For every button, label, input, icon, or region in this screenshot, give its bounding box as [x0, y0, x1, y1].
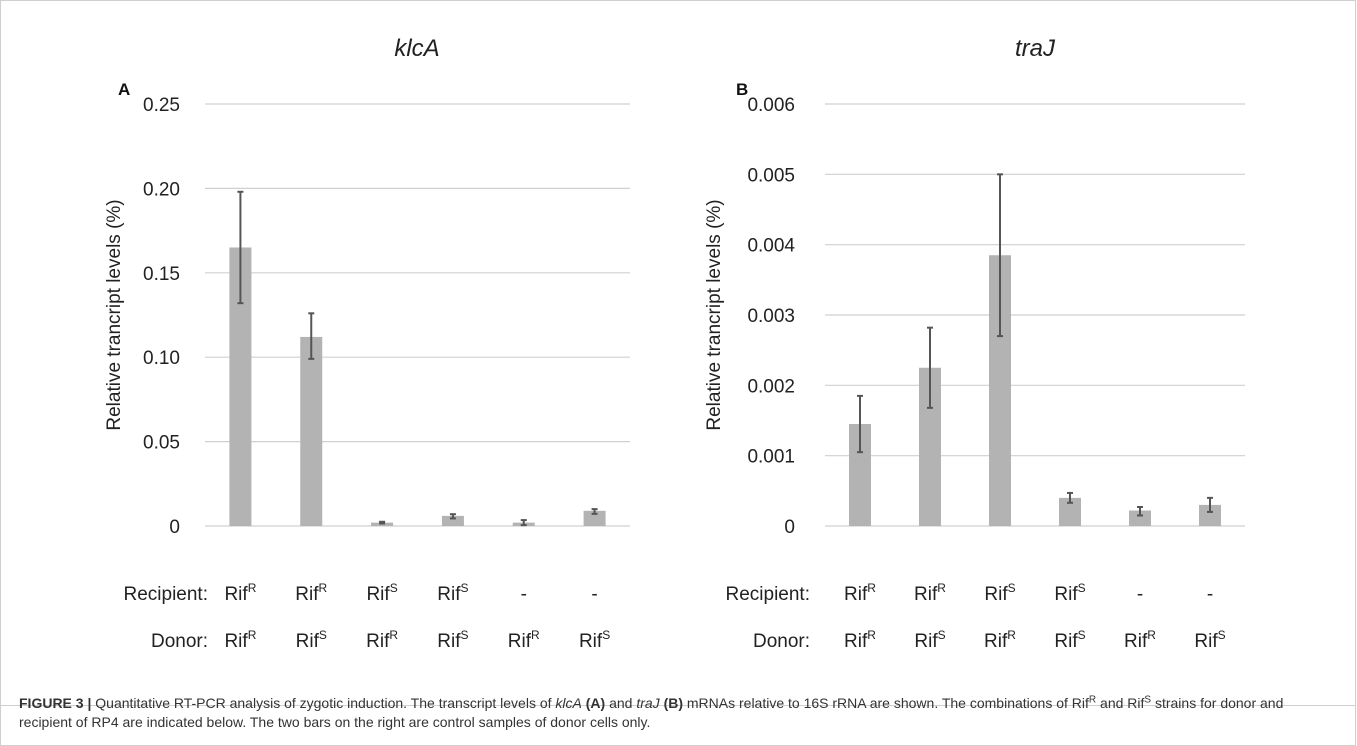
bar	[229, 247, 252, 527]
donor-label: RifR	[224, 628, 256, 652]
caption-text-4: and Rif	[1096, 695, 1145, 711]
caption-tag-b: (B)	[663, 695, 683, 711]
recipient-label: RifR	[224, 581, 256, 605]
recipient-label: -	[1137, 584, 1143, 605]
chart-title: klcA	[394, 35, 439, 62]
bar	[849, 424, 871, 526]
donor-label: RifR	[844, 628, 876, 652]
y-tick-label: 0.001	[747, 447, 795, 468]
recipient-label: RifS	[1054, 581, 1085, 605]
donor-label: RifS	[1054, 628, 1085, 652]
panel-label: A	[118, 80, 130, 99]
recipient-label: RifS	[437, 581, 468, 605]
bar	[989, 255, 1011, 526]
y-tick-label: 0.004	[747, 236, 795, 257]
caption-gene-2: traJ	[636, 695, 660, 711]
caption-text-5: strains for donor and recipient of RP4 a…	[19, 695, 1284, 730]
recipient-label: RifS	[984, 581, 1015, 605]
donor-label: RifS	[1194, 628, 1225, 652]
chart-title: traJ	[1015, 35, 1056, 62]
y-tick-label: 0.20	[143, 179, 180, 200]
recipient-label: RifR	[295, 581, 327, 605]
donor-label: RifR	[1124, 628, 1156, 652]
figure-charts: klcA A 0 0.05 0.10 0.15 0.20 0.25 Relative tranc…	[104, 35, 1245, 652]
y-tick-label: 0	[784, 517, 795, 538]
donor-row-label: Donor:	[151, 631, 208, 652]
y-tick-label: 0.005	[747, 165, 795, 186]
figure-caption: FIGURE 3 | Quantitative RT-PCR analysis …	[0, 688, 1356, 746]
recipient-label: -	[521, 584, 527, 605]
recipient-label: RifR	[844, 581, 876, 605]
bar	[919, 367, 941, 526]
recipient-row-label: Recipient:	[726, 584, 811, 605]
recipient-row-label: Recipient:	[124, 584, 209, 605]
donor-row-label: Donor:	[753, 631, 810, 652]
bar	[1199, 504, 1221, 526]
bar	[441, 515, 464, 526]
y-tick-label: 0.002	[747, 376, 795, 397]
donor-label: RifR	[984, 628, 1016, 652]
caption-sup-s: S	[1144, 694, 1152, 706]
recipient-label: RifS	[366, 581, 397, 605]
caption-text-3: mRNAs relative to 16S rRNA are shown. Th…	[683, 695, 1089, 711]
recipient-label: RifR	[914, 581, 946, 605]
donor-label: RifR	[366, 628, 398, 652]
donor-label: RifS	[437, 628, 468, 652]
donor-label: RifS	[579, 628, 610, 652]
panel-label: B	[736, 80, 748, 99]
y-tick-label: 0.10	[143, 348, 180, 369]
caption-text-1: Quantitative RT-PCR analysis of zygotic …	[91, 695, 556, 711]
y-axis-label: Relative trancript levels (%)	[104, 199, 125, 430]
caption-lead: FIGURE 3 |	[19, 695, 92, 711]
y-axis-label: Relative trancript levels (%)	[704, 199, 725, 430]
y-tick-label: 0.15	[143, 264, 180, 285]
caption-tag-a: (A)	[585, 695, 606, 711]
chart-panel-b: traJ B 0 0.001 0.002 0.003 0.004 0.005 0.006 Rela…	[704, 35, 1245, 652]
bar	[583, 510, 606, 526]
figure-frame	[0, 0, 1356, 706]
chart-panel-a: klcA A 0 0.05 0.10 0.15 0.20 0.25 Relative tranc…	[104, 35, 630, 652]
y-tick-label: 0.006	[747, 95, 795, 116]
donor-label: RifS	[296, 628, 327, 652]
donor-label: RifS	[914, 628, 945, 652]
caption-text-2: and	[605, 695, 637, 711]
caption-sup-r: R	[1088, 694, 1097, 706]
y-tick-label: 0.25	[143, 95, 180, 116]
y-tick-label: 0.003	[747, 306, 795, 327]
y-tick-label: 0.05	[143, 433, 180, 454]
bar	[1059, 497, 1081, 526]
bar	[1129, 510, 1151, 526]
caption-gene-1: klcA	[555, 695, 582, 711]
bar	[300, 336, 323, 526]
recipient-label: -	[1207, 584, 1213, 605]
recipient-label: -	[591, 584, 597, 605]
y-tick-label: 0	[169, 517, 180, 538]
donor-label: RifR	[508, 628, 540, 652]
